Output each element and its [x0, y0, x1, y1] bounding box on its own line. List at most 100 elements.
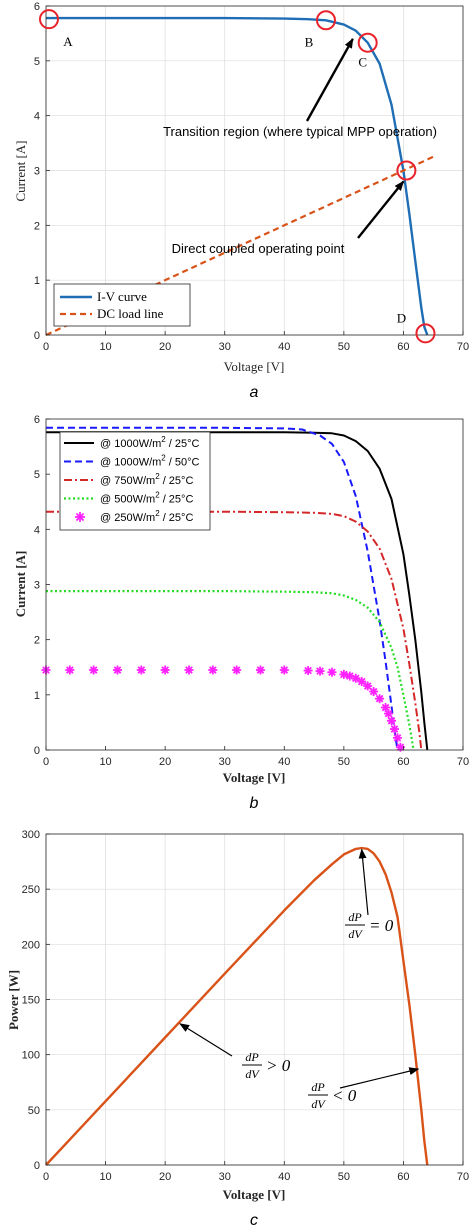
- point-label-a: A: [63, 34, 73, 49]
- annotation-arrow: [305, 38, 354, 122]
- x-tick-label: 60: [397, 1171, 409, 1183]
- y-tick-label: 3: [34, 580, 40, 592]
- x-tick-label: 10: [99, 1171, 111, 1183]
- point-marker-b: [315, 10, 336, 31]
- panel-c: 0 10 20 30 40 50 60 70 0 50 100 150 200 250 300 dP dV = …: [6, 829, 469, 1227]
- y-tick-label: 100: [22, 1050, 40, 1062]
- derivative-relation: < 0: [332, 1086, 357, 1105]
- data-marker: [136, 665, 146, 675]
- ylabel-c: Power [W]: [6, 970, 21, 1030]
- point-marker-a: [38, 9, 59, 30]
- fraction-numerator: dP: [348, 910, 362, 924]
- legend-label-2: @ 750W/m2 / 25°C: [100, 472, 193, 487]
- series-line-3: [46, 590, 415, 751]
- x-tick-label: 10: [99, 341, 111, 353]
- x-tick-label: 70: [457, 341, 469, 353]
- data-marker: [375, 694, 385, 704]
- y-tick-label: 6: [34, 1, 40, 13]
- data-marker: [387, 716, 397, 726]
- y-tick-label: 4: [34, 524, 40, 536]
- legend-label-dc: DC load line: [97, 306, 164, 321]
- data-marker: [255, 665, 265, 675]
- series-line-2: [46, 510, 423, 751]
- x-tick-label: 20: [159, 756, 171, 768]
- data-marker: [369, 687, 379, 697]
- data-marker: [89, 665, 99, 675]
- y-tick-label: 1: [34, 690, 40, 702]
- data-marker: [389, 724, 399, 734]
- fraction-denominator: dV: [348, 927, 363, 941]
- y-tick-label: 6: [34, 414, 40, 426]
- data-marker: [184, 665, 194, 675]
- y-tick-label: 2: [34, 220, 40, 232]
- data-marker: [75, 512, 85, 522]
- derivative-annotation: dP dV = 0: [345, 910, 394, 941]
- legend-b: @ 1000W/m2 / 25°C @ 1000W/m2 / 50°C @ 750W…: [59, 431, 211, 531]
- legend-box-a: [53, 283, 191, 327]
- x-tick-label: 70: [457, 756, 469, 768]
- x-tick-label: 40: [278, 756, 290, 768]
- data-marker: [160, 665, 170, 675]
- y-tick-label: 2: [34, 635, 40, 647]
- annotation-arrow: [358, 848, 369, 916]
- data-marker: [315, 666, 325, 676]
- y-tick-label: 200: [22, 939, 40, 951]
- annotation-arrow: [179, 1023, 233, 1057]
- data-marker: [303, 666, 313, 676]
- ylabel-b: Current [A]: [13, 551, 28, 618]
- y-tick-label: 5: [34, 469, 40, 481]
- x-tick-label: 20: [159, 1171, 171, 1183]
- series-c: [45, 846, 429, 1166]
- x-tick-label: 0: [43, 756, 49, 768]
- annotation-text: Direct coupled operating point: [172, 241, 345, 256]
- panel-b: 0 10 20 30 40 50 60 70 0 1 2 3 4 5 6 @ 1000W/m2 / 25°C…: [13, 414, 469, 812]
- annotations-c: dP dV = 0 dP dV > 0 dP dV < 0: [179, 848, 420, 1111]
- annotations-a: Transition region (where typical MPP ope…: [163, 38, 437, 256]
- ticks-c: 0 10 20 30 40 50 60 70 0 50 100 150 200 250 300: [22, 829, 469, 1183]
- legend-label-iv: I-V curve: [97, 289, 147, 304]
- x-tick-label: 30: [219, 341, 231, 353]
- series-line-1: [46, 426, 399, 751]
- derivative-annotation: dP dV < 0: [308, 1080, 357, 1111]
- data-marker: [65, 665, 75, 675]
- xlabel-b: Voltage [V]: [223, 770, 286, 785]
- ticks-a: 0 10 20 30 40 50 60 70 0 1 2 3 4 5 6: [34, 1, 469, 353]
- point-marker-c: [357, 32, 378, 53]
- caption-a: a: [250, 384, 259, 401]
- x-tick-label: 50: [338, 1171, 350, 1183]
- fraction-denominator: dV: [245, 1067, 260, 1081]
- x-tick-label: 70: [457, 1171, 469, 1183]
- y-tick-label: 3: [34, 166, 40, 178]
- point-marker-d: [415, 323, 436, 344]
- caption-b: b: [250, 795, 259, 812]
- caption-c: c: [250, 1212, 258, 1227]
- ylabel-a: Current [A]: [13, 140, 28, 201]
- legend-label-3: @ 500W/m2 / 25°C: [100, 491, 193, 506]
- xlabel-c: Voltage [V]: [223, 1187, 286, 1202]
- y-tick-label: 50: [28, 1105, 40, 1117]
- point-marker-operating: [396, 160, 417, 181]
- series-line-power: [45, 846, 429, 1166]
- legend-label-4: @ 250W/m2 / 25°C: [100, 509, 193, 524]
- annotation-text: Transition region (where typical MPP ope…: [163, 124, 437, 139]
- y-tick-label: 4: [34, 111, 40, 123]
- fraction-numerator: dP: [311, 1080, 325, 1094]
- data-marker: [112, 665, 122, 675]
- data-marker: [357, 677, 367, 687]
- xlabel-a: Voltage [V]: [224, 359, 285, 374]
- y-tick-label: 0: [34, 330, 40, 342]
- x-tick-label: 40: [278, 341, 290, 353]
- y-tick-label: 150: [22, 995, 40, 1007]
- ticks-b: 0 10 20 30 40 50 60 70 0 1 2 3 4 5 6: [34, 414, 469, 768]
- x-tick-label: 60: [397, 756, 409, 768]
- x-tick-label: 10: [99, 756, 111, 768]
- x-tick-label: 60: [397, 341, 409, 353]
- y-tick-label: 250: [22, 884, 40, 896]
- legend-label-1: @ 1000W/m2 / 50°C: [100, 454, 200, 469]
- data-marker: [327, 667, 337, 677]
- x-tick-label: 50: [338, 756, 350, 768]
- point-label-c: C: [358, 55, 367, 70]
- x-tick-label: 50: [338, 341, 350, 353]
- legend-a: I-V curve DC load line: [53, 283, 191, 327]
